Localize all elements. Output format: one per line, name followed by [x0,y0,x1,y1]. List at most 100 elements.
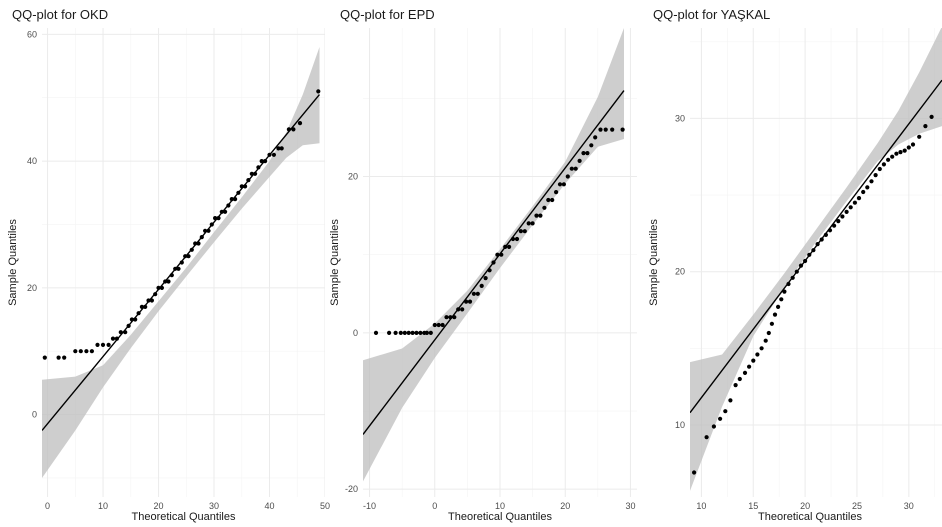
x-tick-label: 30 [904,501,914,511]
data-point [153,292,158,297]
data-point [534,213,539,218]
data-point [456,307,461,312]
data-point [832,223,837,228]
data-point [193,241,198,246]
data-point [499,252,504,257]
data-point [620,127,625,132]
x-tick-label: 40 [265,501,275,511]
data-point [772,312,778,317]
data-point [538,213,543,218]
data-point [585,151,590,156]
chart-title: QQ-plot for OKD [12,7,108,22]
data-point [206,228,211,233]
data-point [246,178,251,183]
x-axis-label: Theoretical Quantiles [132,511,236,523]
data-point [718,416,723,421]
data-point [249,171,254,176]
data-point [769,321,775,326]
data-point [402,330,407,335]
data-point [786,281,791,287]
data-point [737,376,742,382]
data-point [159,285,164,290]
data-point [811,248,816,253]
data-point [271,152,276,157]
data-point [798,263,804,268]
data-point [827,228,833,233]
data-point [471,291,476,296]
data-point [823,232,829,237]
data-point [219,209,224,214]
data-point [129,317,134,322]
data-point [432,322,437,328]
data-point [510,236,516,242]
y-axis-label: Sample Quantiles [7,219,19,306]
data-point [373,330,379,335]
data-point [110,336,116,341]
confidence-band [690,28,942,491]
data-point [118,330,123,335]
data-point [393,330,398,335]
data-point [856,196,862,201]
data-point [73,349,78,354]
data-point [766,330,771,336]
data-point [759,346,764,351]
x-tick-label: 0 [432,501,437,511]
x-tick-label: -10 [363,501,376,511]
data-point [95,342,100,347]
confidence-band [42,47,320,478]
data-point [495,252,500,257]
data-point [569,166,574,171]
data-point [143,304,148,309]
data-point [479,283,484,288]
data-point [100,342,106,347]
plot-area [42,28,325,497]
data-point [126,323,131,328]
data-point [149,298,154,303]
data-point [267,152,272,157]
reference-line [690,79,942,414]
data-point [577,158,582,163]
data-point [297,121,303,126]
panel-2: -10 0 10 20 30 -20 0 20 QQ-plot for EPD Theoretic… [329,7,637,523]
data-point [751,358,756,363]
data-point [444,315,449,320]
data-point [189,247,194,252]
x-tick-label: 20 [800,501,810,511]
data-point [742,370,748,375]
data-point [213,216,218,221]
data-point [589,143,594,148]
data-point [483,276,488,281]
data-point [546,197,551,203]
data-point [406,330,411,335]
data-point [573,166,578,171]
data-point [291,127,296,132]
data-point [253,171,258,176]
data-point [763,338,768,343]
data-point [733,383,738,388]
data-point [179,260,184,265]
data-point [467,299,473,304]
data-point [136,311,141,316]
data-point [84,349,89,354]
data-point [790,275,795,280]
plot-area [363,28,637,497]
y-tick-label: -20 [345,484,358,494]
data-point [452,315,457,320]
x-tick-label: 30 [625,501,635,511]
y-tick-label: 0 [353,328,358,338]
data-point [815,242,820,247]
data-point [593,135,598,140]
data-point [803,258,808,264]
data-point [259,159,264,164]
x-tick-label: 0 [45,501,50,511]
data-point [216,216,221,221]
data-point [464,299,469,304]
data-point [163,279,168,284]
x-tick-label: 25 [852,501,862,511]
data-point [840,214,845,219]
y-tick-label: 10 [675,420,685,430]
data-point [89,349,94,354]
data-point [263,159,268,164]
data-point [779,297,784,302]
data-point [598,127,603,132]
